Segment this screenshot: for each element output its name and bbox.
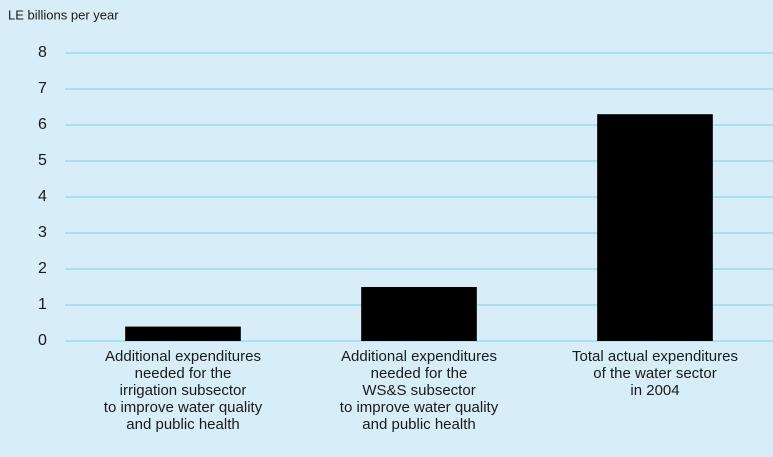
x-tick-label: WS&S subsector	[362, 382, 475, 399]
y-tick-label: 5	[38, 152, 47, 169]
x-tick-label: Total actual expenditures	[572, 348, 738, 365]
x-tick-label: and public health	[126, 416, 239, 433]
y-axis-label: LE billions per year	[8, 7, 119, 22]
y-tick-label: 8	[38, 44, 47, 61]
y-tick-label: 7	[38, 80, 47, 97]
x-tick-label: to improve water quality	[340, 399, 499, 416]
y-tick-label: 4	[38, 188, 47, 205]
x-tick-label: Additional expenditures	[341, 348, 497, 365]
bar	[125, 326, 241, 341]
y-tick-label: 2	[38, 260, 47, 277]
x-tick-label: of the water sector	[593, 365, 716, 382]
x-tick-label: and public health	[362, 416, 475, 433]
x-tick-label: needed for the	[135, 365, 232, 382]
x-tick-label: irrigation subsector	[120, 382, 247, 399]
x-tick-label: needed for the	[371, 365, 468, 382]
y-tick-label: 1	[38, 296, 47, 313]
y-tick-label: 3	[38, 224, 47, 241]
bar	[361, 287, 477, 341]
bar	[597, 114, 713, 341]
x-tick-label: Additional expenditures	[105, 348, 261, 365]
x-tick-label: to improve water quality	[104, 399, 263, 416]
x-tick-label: in 2004	[630, 382, 679, 399]
y-tick-label: 0	[38, 332, 47, 349]
y-tick-label: 6	[38, 116, 47, 133]
